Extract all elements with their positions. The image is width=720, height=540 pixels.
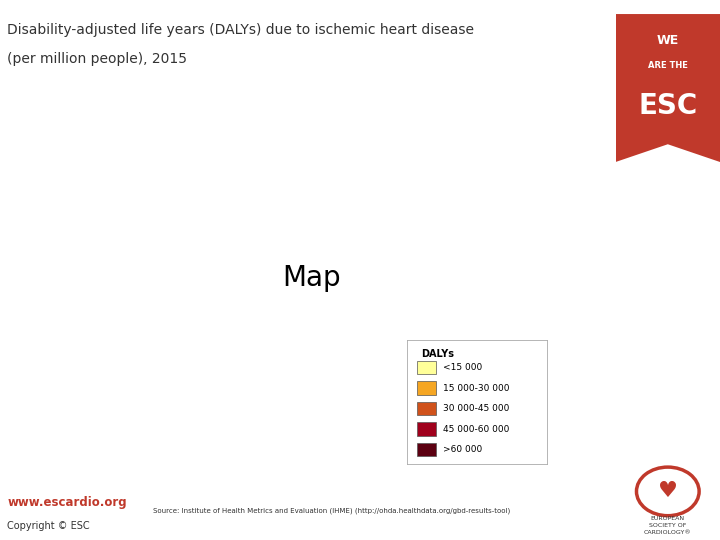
Text: ARE THE: ARE THE xyxy=(648,62,688,70)
Bar xyxy=(417,402,436,415)
Text: Disability-adjusted life years (DALYs) due to ischemic heart disease: Disability-adjusted life years (DALYs) d… xyxy=(7,23,474,37)
Text: ♥: ♥ xyxy=(658,481,678,502)
Text: 30 000-45 000: 30 000-45 000 xyxy=(444,404,510,413)
Text: www.escardio.org: www.escardio.org xyxy=(7,496,127,509)
Text: EUROPEAN
SOCIETY OF
CARDIOLOGY®: EUROPEAN SOCIETY OF CARDIOLOGY® xyxy=(644,516,692,535)
Bar xyxy=(417,443,436,456)
Text: 15 000-30 000: 15 000-30 000 xyxy=(444,383,510,393)
Text: Copyright © ESC: Copyright © ESC xyxy=(7,521,90,531)
Bar xyxy=(417,422,436,436)
Bar xyxy=(417,381,436,395)
Text: Source: Institute of Health Metrics and Evaluation (IHME) (http://ohda.healthdat: Source: Institute of Health Metrics and … xyxy=(153,508,510,514)
Polygon shape xyxy=(616,14,720,162)
Text: ESC: ESC xyxy=(638,92,698,120)
Text: WE: WE xyxy=(657,34,679,47)
Text: (per million people), 2015: (per million people), 2015 xyxy=(7,52,187,66)
Bar xyxy=(417,361,436,374)
Text: <15 000: <15 000 xyxy=(444,363,482,372)
Text: DALYs: DALYs xyxy=(420,349,454,359)
Text: Map: Map xyxy=(282,264,341,292)
Text: >60 000: >60 000 xyxy=(444,445,482,454)
Text: 45 000-60 000: 45 000-60 000 xyxy=(444,424,510,434)
